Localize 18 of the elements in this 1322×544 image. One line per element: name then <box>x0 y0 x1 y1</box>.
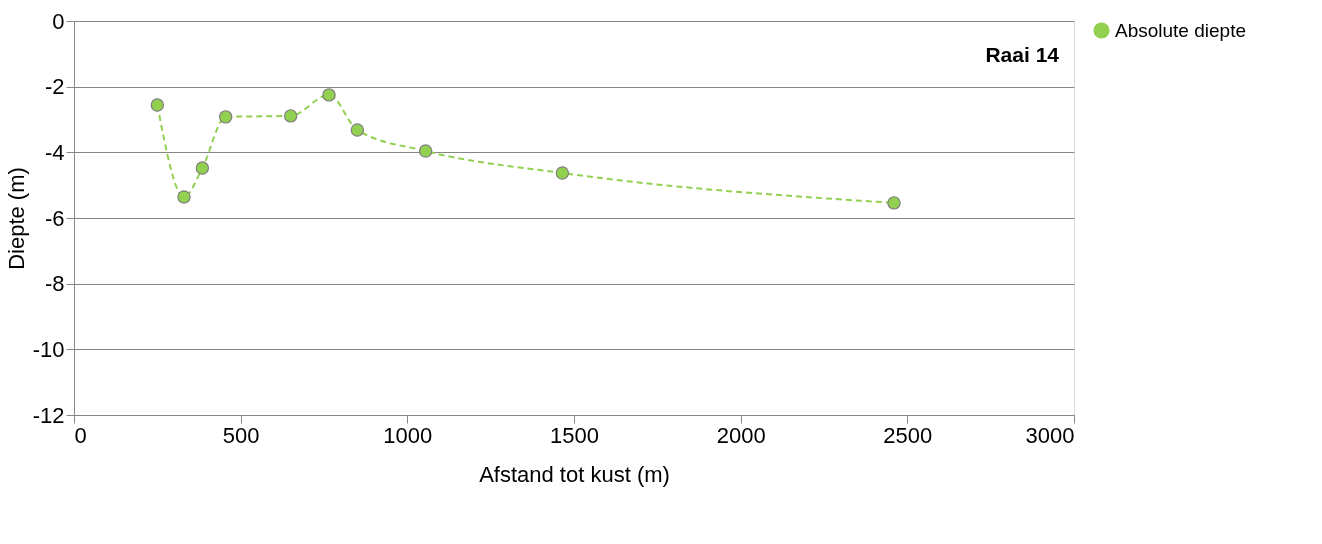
x-tick-label: 1000 <box>383 422 433 448</box>
x-axis-title: Afstand tot kust (m) <box>479 461 670 487</box>
x-tick-label: 2500 <box>883 422 933 448</box>
y-tick-label: -10 <box>32 336 65 362</box>
x-tick-label: 3000 <box>1025 422 1075 448</box>
annotation: Raai 14 <box>985 43 1060 66</box>
y-tick-label: -8 <box>44 271 65 297</box>
y-tick-label: -12 <box>32 402 65 428</box>
legend-label: Absolute diepte <box>1115 19 1246 41</box>
y-tick-label: -4 <box>44 139 65 165</box>
x-tick-label: 1500 <box>550 422 599 448</box>
y-tick-label: -6 <box>44 205 65 231</box>
x-tick-label: 500 <box>222 422 260 448</box>
y-axis-title: Diepte (m) <box>3 167 29 270</box>
y-tick-label: -2 <box>44 74 65 100</box>
x-tick-label: 2000 <box>716 422 766 448</box>
y-tick-label: 0 <box>52 8 65 34</box>
x-tick-label: 0 <box>74 422 87 448</box>
